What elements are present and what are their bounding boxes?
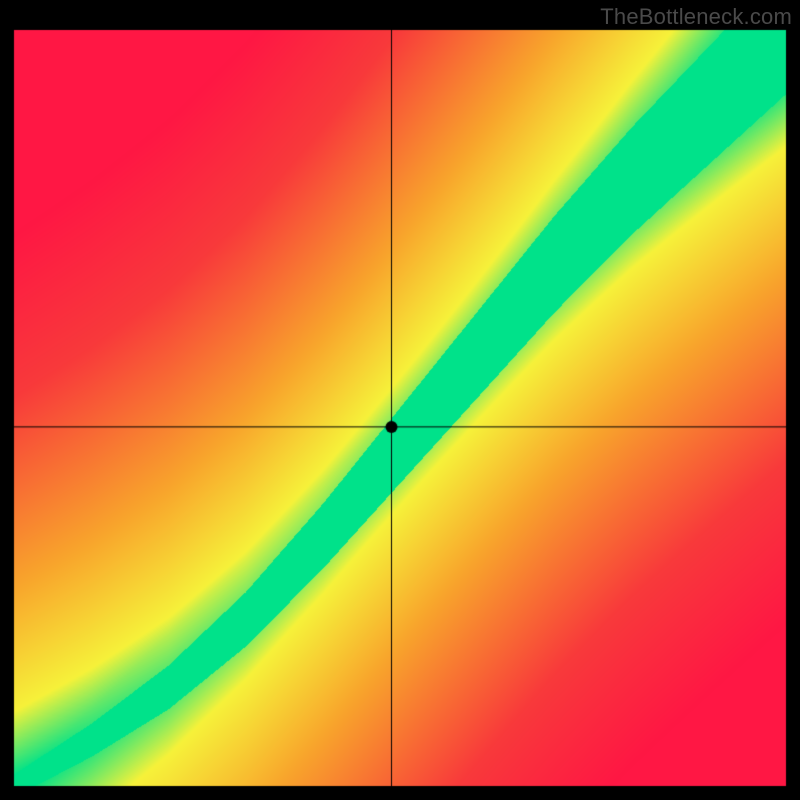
heatmap-canvas <box>0 0 800 800</box>
bottleneck-heatmap-container: TheBottleneck.com <box>0 0 800 800</box>
watermark-label: TheBottleneck.com <box>600 4 792 30</box>
